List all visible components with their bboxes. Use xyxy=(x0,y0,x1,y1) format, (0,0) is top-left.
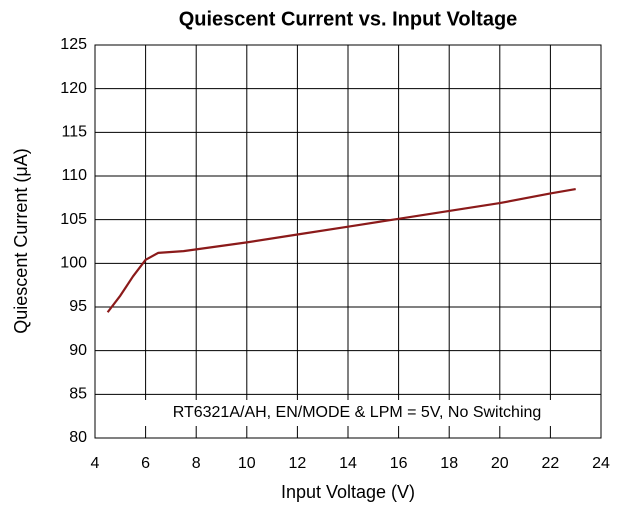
y-tick-label: 125 xyxy=(60,36,87,53)
y-tick-label: 85 xyxy=(69,386,87,403)
x-tick-label: 4 xyxy=(91,455,100,472)
y-axis-label: Quiescent Current (μA) xyxy=(11,148,31,333)
x-tick-label: 16 xyxy=(390,455,408,472)
plot-frame xyxy=(94,44,602,439)
y-tick-label: 90 xyxy=(69,342,87,359)
x-tick-label: 12 xyxy=(289,455,307,472)
y-tick-label: 120 xyxy=(60,80,87,97)
y-tick-label: 100 xyxy=(60,255,87,272)
y-tick-label: 105 xyxy=(60,211,87,228)
x-tick-label: 20 xyxy=(491,455,509,472)
annotation-background xyxy=(108,400,600,426)
x-tick-label: 8 xyxy=(192,455,201,472)
x-tick-label: 24 xyxy=(592,455,610,472)
y-tick-label: 80 xyxy=(69,429,87,446)
chart-title: Quiescent Current vs. Input Voltage xyxy=(179,8,518,30)
x-tick-label: 14 xyxy=(339,455,357,472)
line-series xyxy=(106,188,576,313)
annotation: RT6321A/AH, EN/MODE & LPM = 5V, No Switc… xyxy=(173,404,542,421)
y-tick-label: 115 xyxy=(61,124,87,141)
x-tick-label: 10 xyxy=(238,455,256,472)
x-axis-label: Input Voltage (V) xyxy=(281,482,415,502)
y-tick-label: 110 xyxy=(61,167,87,184)
x-tick-label: 22 xyxy=(542,455,560,472)
x-tick-label: 18 xyxy=(440,455,458,472)
x-tick-label: 6 xyxy=(141,455,150,472)
y-tick-label: 95 xyxy=(69,298,87,315)
